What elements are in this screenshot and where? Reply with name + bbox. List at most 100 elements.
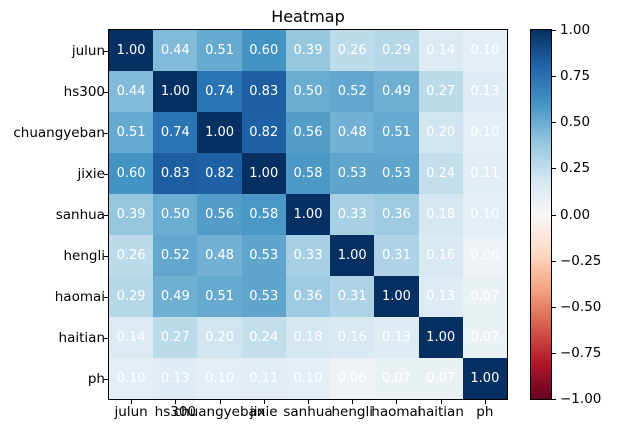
y-tick-label: chuangyeban (13, 124, 105, 141)
heatmap-cell: 0.74 (197, 71, 242, 112)
heatmap-grid: 1.00 0.44 0.51 0.60 0.39 0.26 0.29 0.14 0.10 0.44… (108, 29, 508, 400)
heatmap-cell: 0.10 (109, 358, 154, 399)
x-tick-label: chuangyeban (173, 404, 266, 420)
heatmap-cell: 0.10 (462, 194, 507, 235)
heatmap-cell: 0.20 (418, 112, 463, 153)
heatmap-cell: 0.36 (374, 194, 419, 235)
heatmap-cell: 0.52 (330, 71, 375, 112)
y-tick-mark (104, 215, 108, 216)
heatmap-cell: 1.00 (109, 30, 154, 71)
heatmap-cell: 0.07 (462, 276, 507, 317)
heatmap-cell: 0.31 (374, 235, 419, 276)
colorbar-tick-mark (552, 76, 556, 77)
heatmap-cell: 1.00 (462, 358, 507, 399)
heatmap-cell: 0.39 (109, 194, 154, 235)
x-tick-label: julun (114, 404, 148, 420)
heatmap-cell: 0.82 (197, 153, 242, 194)
heatmap-cell: 0.53 (330, 153, 375, 194)
heatmap-cell: 0.51 (197, 276, 242, 317)
colorbar-tick-label: 0.00 (560, 206, 591, 223)
heatmap-cell: 0.33 (285, 235, 331, 276)
y-tick-mark (104, 297, 108, 298)
x-tick-mark (485, 400, 486, 404)
colorbar-tick-label: −0.75 (560, 344, 602, 361)
heatmap-cell: 0.36 (285, 276, 331, 317)
x-tick-mark (220, 400, 221, 404)
heatmap-cell: 0.53 (241, 235, 286, 276)
colorbar-tick-mark (552, 30, 556, 31)
heatmap-cell: 0.14 (418, 30, 463, 71)
colorbar-tick-mark (552, 399, 556, 400)
heatmap-cell: 0.29 (109, 276, 154, 317)
heatmap-cell: 0.11 (241, 358, 286, 399)
x-tick-mark (396, 400, 397, 404)
colorbar-tick-label: 0.75 (560, 68, 591, 85)
heatmap-cell: 0.56 (197, 194, 242, 235)
heatmap-cell: 0.53 (374, 153, 419, 194)
colorbar-tick-label: 1.00 (560, 22, 591, 38)
y-tick-mark (104, 256, 108, 257)
heatmap-cell: 0.50 (153, 194, 198, 235)
heatmap-cell: 0.58 (285, 153, 331, 194)
y-tick-mark (104, 338, 108, 339)
y-tick-label: sanhua (55, 206, 105, 223)
colorbar-tick-mark (552, 307, 556, 308)
y-tick-label: jixie (77, 165, 105, 182)
heatmap-cell: 0.58 (241, 194, 286, 235)
heatmap-cell: 0.51 (109, 112, 154, 153)
y-tick-label: haomai (54, 288, 105, 305)
y-tick-label: hs300 (63, 83, 105, 100)
y-tick-label: hengli (63, 247, 106, 264)
x-tick-label: hengli (331, 404, 373, 420)
heatmap-cell: 0.13 (374, 317, 419, 358)
heatmap-cell: 0.51 (197, 30, 242, 71)
colorbar-tick-mark (552, 261, 556, 262)
colorbar-tick-mark (552, 168, 556, 169)
heatmap-cell: 0.07 (462, 317, 507, 358)
colorbar-tick-mark (552, 215, 556, 216)
y-tick-mark (104, 92, 108, 93)
heatmap-cell: 1.00 (418, 317, 463, 358)
x-tick-mark (264, 400, 265, 404)
heatmap-cell: 1.00 (197, 112, 242, 153)
heatmap-cell: 0.27 (418, 71, 463, 112)
heatmap-cell: 0.60 (109, 153, 154, 194)
heatmap-cell: 0.13 (462, 71, 507, 112)
heatmap-cell: 0.53 (241, 276, 286, 317)
heatmap-cell: 1.00 (153, 71, 198, 112)
x-tick-label: hs300 (154, 404, 197, 420)
heatmap-cell: 1.00 (241, 153, 286, 194)
heatmap-cell: 0.29 (374, 30, 419, 71)
heatmap-cell: 0.18 (418, 194, 463, 235)
x-tick-label: haomai (371, 404, 422, 420)
heatmap-cell: 0.50 (285, 71, 331, 112)
heatmap-cell: 0.11 (462, 153, 507, 194)
colorbar-tick-label: 0.50 (560, 114, 591, 131)
heatmap-cell: 0.24 (418, 153, 463, 194)
heatmap-cell: 0.49 (153, 276, 198, 317)
colorbar (530, 29, 552, 400)
heatmap-cell: 1.00 (285, 194, 331, 235)
heatmap-cell: 0.10 (462, 30, 507, 71)
x-tick-label: jixie (249, 404, 278, 420)
chart-title: Heatmap (271, 7, 345, 26)
heatmap-cell: 0.33 (330, 194, 375, 235)
colorbar-tick-label: −0.50 (560, 298, 602, 315)
colorbar-tick-label: −0.25 (560, 252, 602, 269)
heatmap-cell: 0.60 (241, 30, 286, 71)
heatmap-cell: 0.31 (330, 276, 375, 317)
heatmap-cell: 0.26 (330, 30, 375, 71)
x-tick-mark (175, 400, 176, 404)
y-tick-mark (104, 51, 108, 52)
heatmap-cell: 0.10 (462, 112, 507, 153)
heatmap-cell: 0.07 (418, 358, 463, 399)
heatmap-cell: 0.16 (330, 317, 375, 358)
heatmap-cell: 1.00 (330, 235, 375, 276)
y-tick-mark (104, 133, 108, 134)
heatmap-cell: 0.74 (153, 112, 198, 153)
heatmap-cell: 0.48 (197, 235, 242, 276)
heatmap-cell: 0.16 (418, 235, 463, 276)
y-tick-label: ph (87, 370, 105, 387)
heatmap-cell: 0.56 (285, 112, 331, 153)
